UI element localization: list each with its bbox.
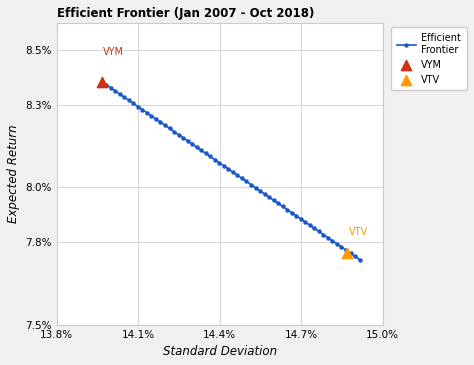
Text: VYM: VYM xyxy=(103,47,124,57)
Efficient
Frontier xyxy=(99,79,104,84)
Efficient
Frontier xyxy=(348,251,354,255)
Text: VTV: VTV xyxy=(349,227,368,237)
Efficient
Frontier xyxy=(158,120,164,124)
VYM xyxy=(98,78,105,84)
Efficient
Frontier xyxy=(162,123,168,127)
X-axis label: Standard Deviation: Standard Deviation xyxy=(163,345,277,358)
Efficient
Frontier xyxy=(289,211,294,215)
Text: Efficient Frontier (Jan 2007 - Oct 2018): Efficient Frontier (Jan 2007 - Oct 2018) xyxy=(57,7,314,20)
Line: Efficient
Frontier: Efficient Frontier xyxy=(100,79,362,262)
Legend: Efficient
Frontier, VYM, VTV: Efficient Frontier, VYM, VTV xyxy=(391,27,466,91)
Efficient
Frontier xyxy=(271,198,276,203)
Y-axis label: Expected Return: Expected Return xyxy=(7,124,20,223)
Efficient
Frontier xyxy=(316,229,322,234)
VTV xyxy=(344,250,351,256)
Efficient
Frontier xyxy=(357,257,363,262)
